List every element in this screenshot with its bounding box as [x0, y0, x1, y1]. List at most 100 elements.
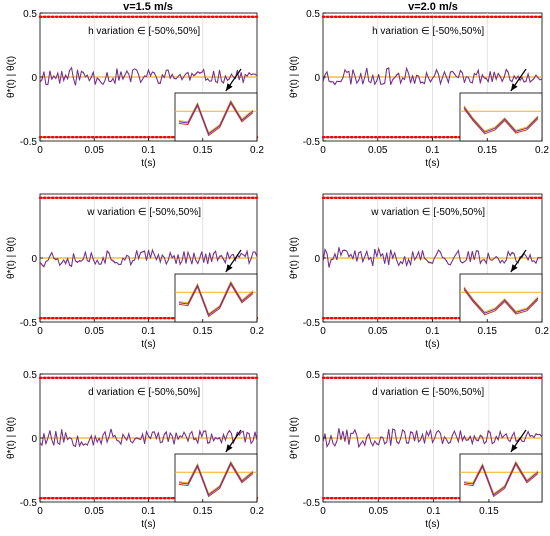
x-tick-label: 0.15 — [478, 145, 498, 156]
chart-panel-row2-left: w variation ∈ [-50%,50%] 0 0.05 0.1 0.15 0.2 0… — [6, 193, 264, 350]
x-tick-label: 0 — [37, 506, 43, 517]
x-tick-label: 0.15 — [193, 145, 213, 156]
x-tick-label: 0.2 — [535, 326, 549, 337]
x-tick-label: 0 — [37, 326, 43, 337]
inset-series-b — [463, 108, 539, 135]
x-axis-label: t(s) — [141, 339, 155, 350]
inset-series-c — [463, 106, 539, 133]
zoom-inset — [174, 429, 258, 503]
y-tick-label: 0.5 — [306, 9, 320, 20]
y-tick-label: 0 — [31, 254, 37, 265]
x-tick-label: 0.05 — [85, 506, 105, 517]
y-axis-label: θ*(t) | θ(t) — [6, 56, 17, 98]
variation-annotation: h variation ∈ [-50%,50%] — [88, 26, 200, 37]
inset-series-b — [178, 283, 254, 318]
x-tick-label: 0.15 — [193, 326, 213, 337]
chart-panel-row3-right: d variation ∈ [-50%,50%] 0 0.05 0.1 0.15 0.5 0… — [289, 370, 544, 530]
column-title-right: v=2.0 m/s — [408, 1, 458, 13]
x-tick-label: 0.15 — [479, 506, 499, 517]
inset-series-a — [463, 105, 539, 132]
zoom-inset — [459, 68, 543, 142]
y-tick-label: 0 — [31, 434, 37, 445]
inset-frame — [459, 92, 543, 142]
inset-series-c — [463, 287, 539, 314]
inset-frame — [174, 453, 258, 503]
x-axis-label: t(s) — [425, 158, 439, 169]
series-theta — [39, 249, 258, 268]
inset-series-a — [463, 460, 539, 495]
variation-annotation: w variation ∈ [-50%,50%] — [370, 207, 485, 218]
inset-series-b — [178, 463, 254, 498]
inset-series-c — [463, 461, 539, 496]
y-tick-label: 0.5 — [306, 370, 320, 381]
y-tick-label: -0.5 — [20, 318, 38, 329]
x-tick-label: 0.05 — [369, 506, 389, 517]
x-axis-label: t(s) — [425, 519, 439, 530]
variation-annotation: w variation ∈ [-50%,50%] — [86, 207, 201, 218]
series-theta — [322, 66, 543, 86]
inset-series-a — [463, 286, 539, 313]
x-tick-label: 0 — [320, 145, 326, 156]
inset-frame — [174, 273, 258, 323]
zoom-inset — [174, 249, 258, 323]
chart-panel-row3-left: d variation ∈ [-50%,50%] 0 0.05 0.1 0.15 0.2 0… — [6, 370, 264, 530]
inset-series-a — [178, 280, 254, 315]
x-axis-label: t(s) — [141, 519, 155, 530]
zoom-arrow-head — [225, 444, 233, 452]
x-tick-label: 0.2 — [250, 506, 264, 517]
x-tick-label: 0.1 — [426, 326, 440, 337]
x-tick-label: 0.2 — [250, 326, 264, 337]
zoom-arrow-head — [510, 83, 518, 91]
y-tick-label: 0.5 — [23, 9, 37, 20]
x-tick-label: 0.2 — [250, 145, 264, 156]
series-theta — [322, 428, 543, 449]
x-tick-label: 0 — [37, 145, 43, 156]
inset-series-b — [178, 102, 254, 137]
inset-series-b — [463, 289, 539, 316]
zoom-arrow-head — [225, 264, 233, 272]
zoom-inset — [459, 429, 543, 503]
y-tick-label: -0.5 — [303, 498, 321, 509]
chart-panel-row1-right: h variation ∈ [-50%,50%] 0 0.05 0.1 0.15 0.2 0… — [289, 9, 549, 169]
x-tick-label: 0 — [320, 326, 326, 337]
inset-frame — [459, 273, 543, 323]
inset-series-b — [463, 463, 539, 498]
x-tick-label: 0.1 — [427, 506, 441, 517]
inset-frame — [459, 453, 543, 503]
y-tick-label: -0.5 — [20, 498, 38, 509]
x-tick-label: 0.05 — [368, 145, 388, 156]
column-title-left: v=1.5 m/s — [123, 1, 173, 13]
variation-annotation: h variation ∈ [-50%,50%] — [372, 26, 484, 37]
inset-series-a — [178, 460, 254, 495]
y-axis-label: θ*(t) | θ(t) — [6, 237, 17, 279]
y-axis-label: θ*(t) | θ(t) — [289, 237, 300, 279]
y-axis-label: θ*(t) | θ(t) — [289, 417, 300, 459]
zoom-arrow-head — [225, 83, 233, 91]
x-axis-label: t(s) — [425, 339, 439, 350]
x-axis-label: t(s) — [141, 158, 155, 169]
panels-group: h variation ∈ [-50%,50%] 0 0.05 0.1 0.15 0.2 0… — [6, 9, 549, 530]
y-tick-label: 0 — [314, 254, 320, 265]
y-tick-label: -0.5 — [303, 318, 321, 329]
x-tick-label: 0.15 — [478, 326, 498, 337]
y-axis-label: θ*(t) | θ(t) — [289, 56, 300, 98]
y-axis-label: θ*(t) | θ(t) — [6, 417, 17, 459]
x-tick-label: 0.05 — [85, 326, 105, 337]
y-tick-label: 0 — [314, 434, 320, 445]
x-tick-label: 0.1 — [142, 145, 156, 156]
chart-panel-row2-right: w variation ∈ [-50%,50%] 0 0.05 0.1 0.15 0.2 0… — [289, 193, 549, 350]
series-theta — [322, 247, 542, 268]
x-tick-label: 0.05 — [368, 326, 388, 337]
x-tick-label: 0.2 — [535, 145, 549, 156]
zoom-inset — [459, 249, 543, 323]
x-tick-label: 0 — [320, 506, 326, 517]
zoom-arrow-head — [510, 444, 518, 452]
inset-frame — [174, 92, 258, 142]
y-tick-label: 0 — [314, 73, 320, 84]
x-tick-label: 0.05 — [85, 145, 105, 156]
variation-annotation: d variation ∈ [-50%,50%] — [88, 387, 200, 398]
x-tick-label: 0.1 — [142, 326, 156, 337]
zoom-arrow-head — [510, 264, 518, 272]
x-tick-label: 0.1 — [426, 145, 440, 156]
